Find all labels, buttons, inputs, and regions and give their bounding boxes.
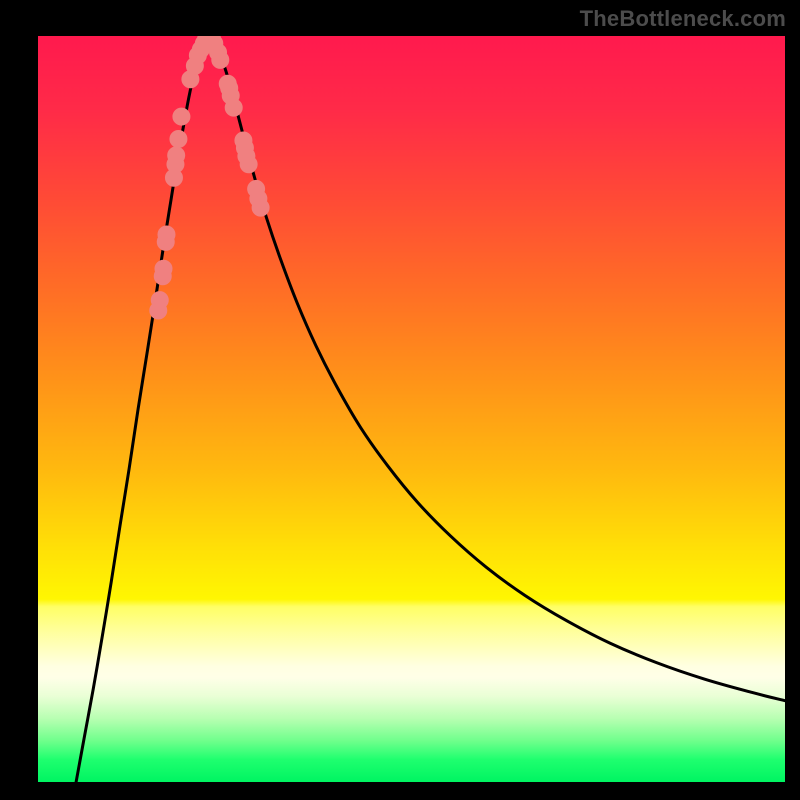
watermark-text: TheBottleneck.com: [580, 6, 786, 32]
border-right: [785, 0, 800, 800]
chart-stage: TheBottleneck.com: [0, 0, 800, 800]
border-bottom: [0, 782, 800, 800]
gradient-background: [0, 0, 800, 800]
border-left: [0, 0, 38, 800]
